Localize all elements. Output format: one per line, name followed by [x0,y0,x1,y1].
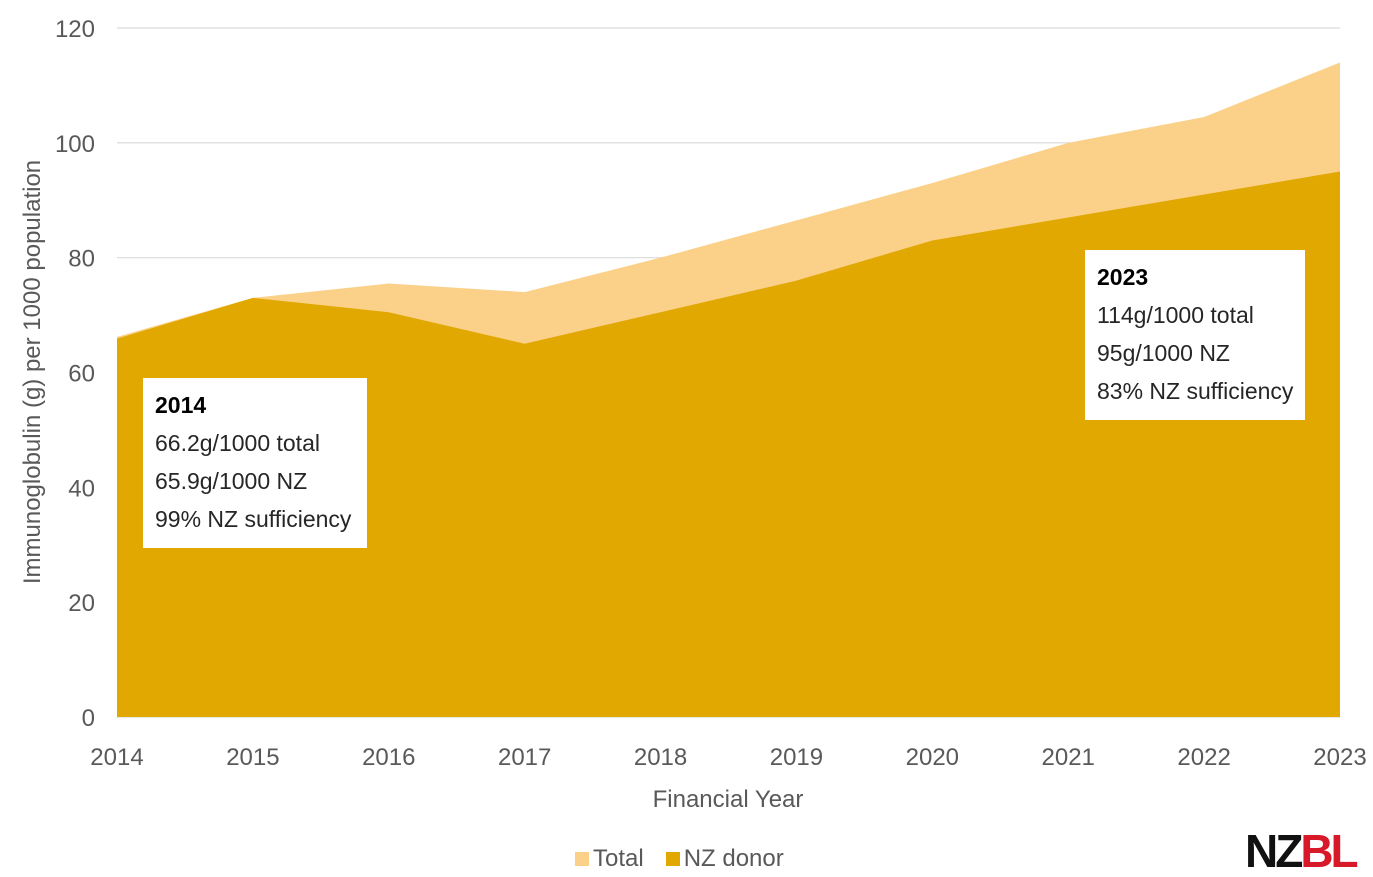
x-tick-label: 2016 [362,744,415,771]
annotation-2014-line: 99% NZ sufficiency [155,506,352,532]
x-tick-label: 2021 [1042,744,1095,771]
nzbl-logo: NZBL [1245,825,1359,877]
y-tick-label: 60 [68,361,95,388]
x-tick-label: 2014 [90,744,143,771]
area-series-nz-donor [117,171,1340,717]
legend-label-nz-donor: NZ donor [683,845,784,872]
y-tick-label: 0 [82,705,95,732]
x-tick-label: 2020 [906,744,959,771]
annotation-2023-line: 114g/1000 total [1097,302,1254,328]
y-tick-label: 120 [55,16,95,43]
annotation-2023-line: 83% NZ sufficiency [1097,378,1294,404]
logo-text-nz: NZ [1245,825,1303,877]
annotation-2023-line: 95g/1000 NZ [1097,340,1230,366]
x-axis-title: Financial Year [653,786,804,813]
legend-item-total: Total [575,845,644,873]
x-tick-label: 2015 [226,744,279,771]
x-tick-label: 2017 [498,744,551,771]
legend-swatch-nz-donor [665,852,680,866]
x-tick-label: 2023 [1313,744,1366,771]
legend-label-total: Total [593,845,644,872]
annotation-2014-line: 66.2g/1000 total [155,430,320,456]
x-tick-label: 2019 [770,744,823,771]
legend-swatch-total [575,852,589,866]
annotation-2014-year: 2014 [155,392,207,418]
chart-areas [117,62,1340,717]
x-axis-ticks: 2014 2015 2016 2017 2018 2019 2020 2021 2022 2023 [90,744,1366,771]
annotation-2014: 2014 66.2g/1000 total 65.9g/1000 NZ 99% … [143,378,367,548]
y-tick-label: 20 [68,590,95,617]
x-tick-label: 2018 [634,744,687,771]
y-tick-label: 40 [68,475,95,502]
y-tick-label: 100 [55,131,95,158]
annotation-2014-line: 65.9g/1000 NZ [155,468,308,494]
x-tick-label: 2022 [1177,744,1230,771]
legend-item-nz-donor: NZ donor [665,845,784,873]
y-axis-ticks: 0 20 40 60 80 100 120 [55,16,95,732]
legend: Total NZ donor [575,845,806,873]
logo-text-bl: BL [1300,825,1358,877]
y-tick-label: 80 [68,246,95,273]
annotation-2023: 2023 114g/1000 total 95g/1000 NZ 83% NZ … [1085,250,1305,420]
y-axis-title: Immunoglobulin (g) per 1000 population [19,160,46,584]
annotation-2023-year: 2023 [1097,264,1149,290]
